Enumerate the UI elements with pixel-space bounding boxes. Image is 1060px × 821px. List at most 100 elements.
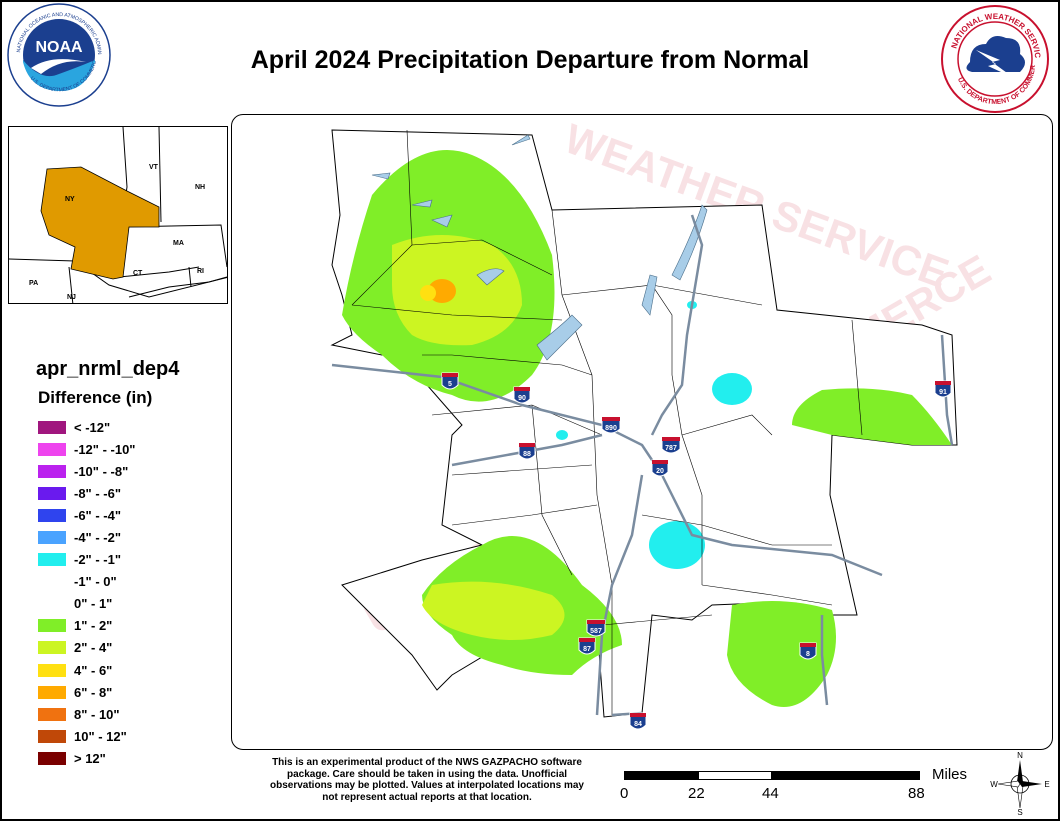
- compass-w: W: [990, 780, 998, 789]
- svg-text:90: 90: [518, 395, 526, 402]
- legend-swatch: [38, 464, 66, 478]
- legend-swatch: [38, 420, 66, 434]
- inset-label-nh: NH: [195, 184, 205, 191]
- legend-swatch: [38, 729, 66, 743]
- legend-swatch: [38, 531, 66, 545]
- legend-swatch: [38, 597, 66, 611]
- inset-locator-map: NY VT NH MA CT RI PA NJ: [8, 126, 228, 304]
- legend-label: -1" - 0": [74, 574, 117, 590]
- legend-item: 8" - 10": [38, 703, 135, 725]
- legend-label: > 12": [74, 750, 106, 766]
- disclaimer-text: This is an experimental product of the N…: [270, 757, 584, 803]
- svg-text:587: 587: [590, 628, 602, 635]
- scale-segment-1: [624, 771, 698, 780]
- legend-label: 2" - 4": [74, 640, 113, 656]
- interstate-shield-5: 5: [441, 372, 459, 390]
- nws-logo: NATIONAL WEATHER SERVICE U.S. DEPARTMENT…: [940, 4, 1049, 113]
- svg-text:8: 8: [806, 651, 810, 658]
- svg-text:91: 91: [939, 389, 947, 396]
- legend-swatch: [38, 553, 66, 567]
- legend-label: 1" - 2": [74, 618, 113, 634]
- legend-swatch: [38, 486, 66, 500]
- legend-item: -12" - -10": [38, 438, 135, 460]
- compass-n: N: [1017, 752, 1023, 760]
- legend-item: 6" - 8": [38, 681, 135, 703]
- scale-tick-22: 22: [688, 785, 705, 802]
- interstate-shield-20: 20: [651, 459, 669, 477]
- legend-heading: Difference (in): [38, 388, 153, 407]
- inset-label-ny: NY: [65, 196, 75, 203]
- legend-item: < -12": [38, 416, 135, 438]
- inset-label-ct: CT: [133, 270, 143, 277]
- legend-label: -8" - -6": [74, 485, 121, 501]
- legend-label: 4" - 6": [74, 662, 113, 678]
- legend-item: -10" - -8": [38, 460, 135, 482]
- svg-text:84: 84: [634, 721, 642, 728]
- interstate-shield-587: 587: [586, 619, 606, 637]
- legend-swatch: [38, 619, 66, 633]
- legend-swatch: [38, 751, 66, 765]
- interstate-shield-890: 890: [601, 416, 621, 434]
- legend-label: 8" - 10": [74, 706, 120, 722]
- inset-label-nj: NJ: [67, 294, 76, 301]
- legend-item: -2" - -1": [38, 549, 135, 571]
- legend-swatch: [38, 442, 66, 456]
- scale-tick-88: 88: [908, 785, 925, 802]
- legend-label: -6" - -4": [74, 507, 121, 523]
- svg-text:20: 20: [656, 468, 664, 475]
- legend-item: -8" - -6": [38, 482, 135, 504]
- scale-unit: Miles: [932, 766, 968, 783]
- legend-swatch: [38, 685, 66, 699]
- inset-label-vt: VT: [149, 164, 159, 171]
- legend-item: -4" - -2": [38, 526, 135, 548]
- svg-text:87: 87: [583, 646, 591, 653]
- legend-item: 10" - 12": [38, 725, 135, 747]
- svg-text:5: 5: [448, 381, 452, 388]
- legend-swatch: [38, 641, 66, 655]
- noaa-logo-text: NOAA: [35, 39, 83, 56]
- inset-label-pa: PA: [29, 280, 38, 287]
- interstate-shield-8: 8: [799, 642, 817, 660]
- legend-item: -1" - 0": [38, 571, 135, 593]
- legend-label: 0" - 1": [74, 596, 113, 612]
- scale-tick-0: 0: [620, 785, 629, 802]
- legend-label: -12" - -10": [74, 441, 136, 457]
- legend-label: 10" - 12": [74, 728, 127, 744]
- inset-region-highlight: [40, 166, 160, 280]
- map-title: April 2024 Precipitation Departure from …: [250, 46, 810, 74]
- scale-segment-2: [698, 771, 772, 780]
- legend-label: < -12": [74, 419, 111, 435]
- interstate-shield-88: 88: [518, 442, 536, 460]
- interstate-shield-87: 87: [578, 637, 596, 655]
- legend-swatch: [38, 575, 66, 589]
- legend-item: 4" - 6": [38, 659, 135, 681]
- legend-list: < -12" -12" - -10" -10" - -8" -8" - -6" -6" …: [38, 416, 135, 770]
- legend-item: 2" - 4": [38, 637, 135, 659]
- compass-s: S: [1017, 808, 1022, 816]
- legend-swatch: [38, 707, 66, 721]
- scale-tick-44: 44: [762, 785, 779, 802]
- legend-item: 1" - 2": [38, 615, 135, 637]
- interstate-shield-787: 787: [661, 436, 681, 454]
- legend-variable-name: apr_nrml_dep4: [36, 358, 180, 380]
- svg-text:890: 890: [605, 425, 617, 432]
- legend-swatch: [38, 508, 66, 522]
- noaa-logo: NOAA NATIONAL OCEANIC AND ATMOSPHERIC AD…: [6, 2, 111, 107]
- legend-label: -10" - -8": [74, 463, 129, 479]
- interstate-shield-91: 91: [934, 380, 952, 398]
- legend-swatch: [38, 663, 66, 677]
- interstate-shield-84: 84: [629, 712, 647, 730]
- legend-item: -6" - -4": [38, 504, 135, 526]
- main-map-panel: WEATHER SERVICE U.S. DEPARTMENT OF COMME…: [231, 114, 1053, 750]
- scale-bar: Miles 0 22 44 88: [620, 766, 967, 816]
- precip-map: WEATHER SERVICE U.S. DEPARTMENT OF COMME…: [330, 115, 998, 730]
- legend-item: > 12": [38, 747, 135, 769]
- inset-label-ma: MA: [173, 240, 184, 247]
- legend-label: -2" - -1": [74, 552, 121, 568]
- compass-rose-icon: N S W E: [990, 752, 1049, 816]
- inset-label-ri: RI: [197, 268, 204, 275]
- scale-segment-3: [772, 771, 920, 780]
- svg-text:88: 88: [523, 451, 531, 458]
- legend-label: 6" - 8": [74, 684, 113, 700]
